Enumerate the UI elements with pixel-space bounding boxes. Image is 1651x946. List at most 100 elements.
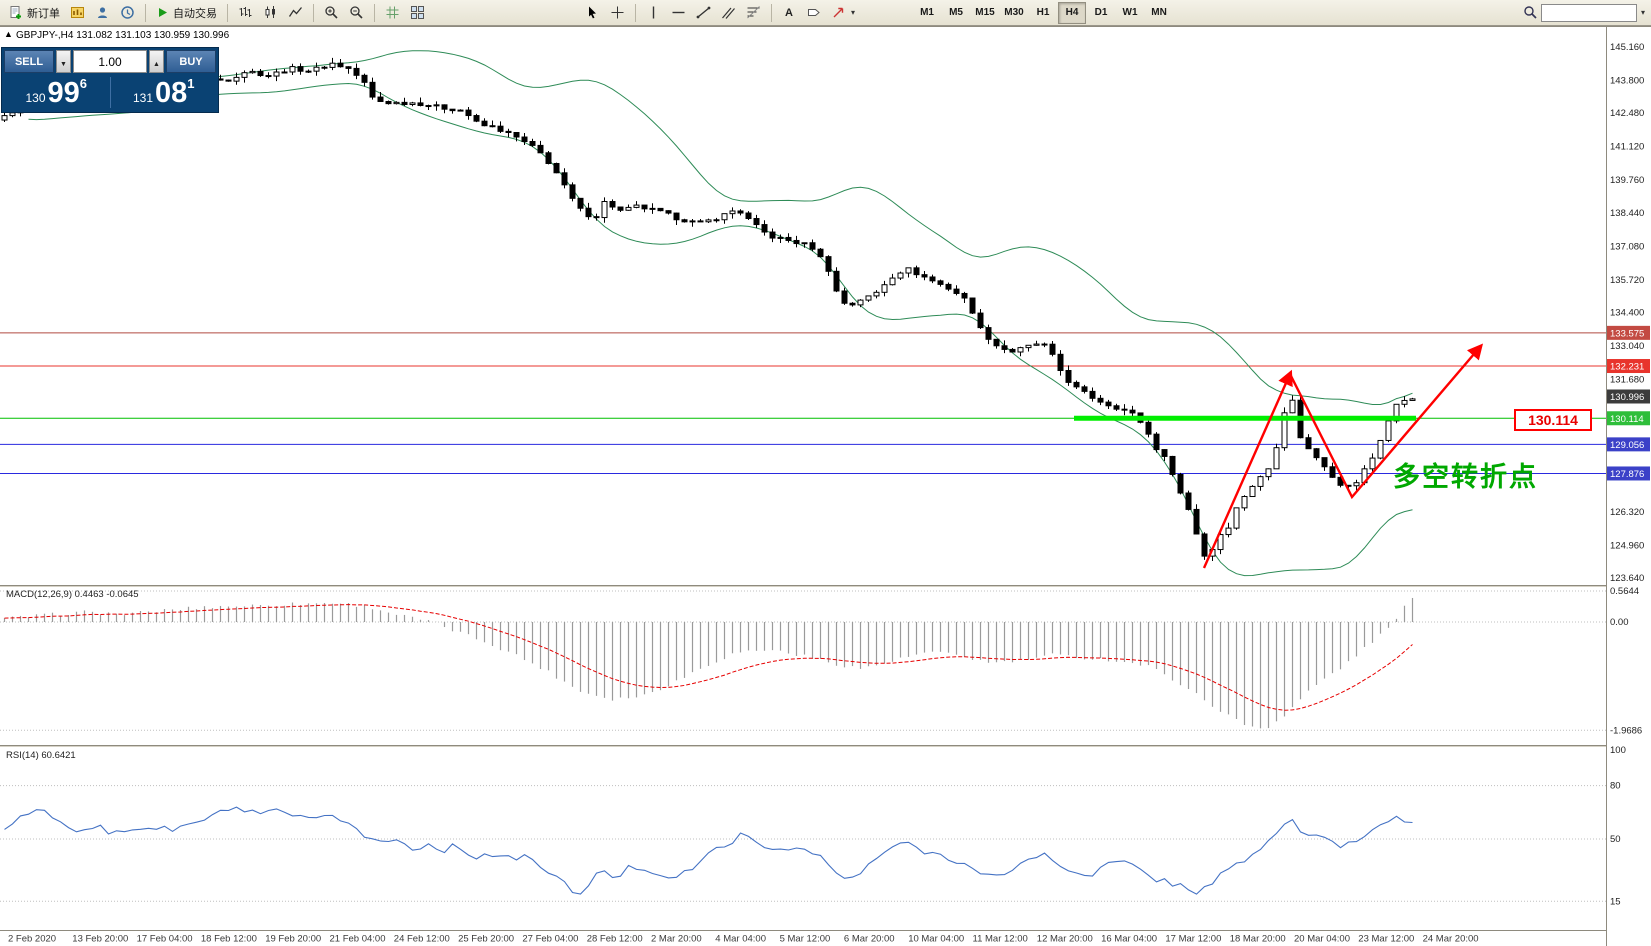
channel-tool-button[interactable] (717, 2, 740, 24)
svg-text:123.640: 123.640 (1610, 573, 1644, 584)
vertical-line-tool-button[interactable] (642, 2, 665, 24)
zoom-out-button[interactable] (345, 2, 368, 24)
turning-point-annotation[interactable]: 多空转折点 (1393, 462, 1538, 492)
terminal-button[interactable] (116, 2, 139, 24)
auto-trading-button[interactable]: 自动交易 (152, 2, 221, 24)
svg-text:142.480: 142.480 (1610, 108, 1644, 119)
svg-text:4 Mar 04:00: 4 Mar 04:00 (715, 934, 766, 945)
svg-text:15: 15 (1610, 896, 1621, 907)
one-click-controls: SELL ▼ ▲ BUY (4, 50, 216, 73)
bar-chart-mode-button[interactable] (234, 2, 257, 24)
candlestick-mode-button[interactable] (259, 2, 282, 24)
svg-text:20 Mar 04:00: 20 Mar 04:00 (1294, 934, 1350, 945)
line-chart-icon (288, 5, 303, 20)
price-divider (109, 77, 111, 108)
crosshair-icon (610, 5, 625, 20)
tab-timeframe-m1[interactable]: M1 (913, 2, 941, 24)
volume-decrease-button[interactable]: ▼ (56, 50, 71, 73)
svg-text:16 Mar 04:00: 16 Mar 04:00 (1101, 934, 1157, 945)
svg-text:143.800: 143.800 (1610, 76, 1644, 87)
macd-panel (0, 590, 1606, 731)
toolbar-separator (635, 3, 636, 22)
grid-icon (385, 5, 400, 20)
svg-text:126.320: 126.320 (1610, 507, 1644, 518)
svg-text:129.056: 129.056 (1610, 440, 1644, 451)
svg-text:135.720: 135.720 (1610, 275, 1644, 286)
one-click-prices: 130 99 6 131 08 1 (4, 75, 216, 110)
svg-text:133.575: 133.575 (1610, 328, 1644, 339)
buy-button[interactable]: BUY (166, 50, 216, 73)
tile-windows-icon (410, 5, 425, 20)
svg-text:139.760: 139.760 (1610, 175, 1644, 186)
svg-text:5 Mar 12:00: 5 Mar 12:00 (780, 934, 831, 945)
market-watch-button[interactable] (66, 2, 89, 24)
price-scale: 145.160 143.800 142.480 141.120 139.760 138.4… (1606, 26, 1651, 946)
chart-title: GBPJPY-,H4 131.082 131.103 130.959 130.9… (16, 30, 230, 41)
trendline-tool-button[interactable] (692, 2, 715, 24)
svg-text:17 Mar 12:00: 17 Mar 12:00 (1165, 934, 1221, 945)
svg-text:23 Mar 12:00: 23 Mar 12:00 (1358, 934, 1414, 945)
fibonacci-tool-button[interactable] (742, 2, 765, 24)
svg-text:11 Mar 12:00: 11 Mar 12:00 (973, 934, 1028, 945)
arrows-tool-button[interactable]: ▾ (827, 2, 859, 24)
svg-text:27 Feb 04:00: 27 Feb 04:00 (522, 934, 578, 945)
rsi-panel (0, 785, 1606, 902)
crosshair-tool-button[interactable] (606, 2, 629, 24)
price-annotation-box[interactable]: 130.114 (1514, 409, 1592, 431)
navigator-button[interactable] (91, 2, 114, 24)
svg-text:2 Mar 20:00: 2 Mar 20:00 (651, 934, 702, 945)
tab-timeframe-d1[interactable]: D1 (1087, 2, 1115, 24)
line-chart-mode-button[interactable] (284, 2, 307, 24)
svg-text:24 Feb 12:00: 24 Feb 12:00 (394, 934, 450, 945)
toolbar-separator (374, 3, 375, 22)
tab-timeframe-h4[interactable]: H4 (1058, 1, 1087, 24)
tab-timeframe-m5[interactable]: M5 (942, 2, 970, 24)
tab-timeframe-m15[interactable]: M15 (971, 2, 999, 24)
svg-text:50: 50 (1610, 834, 1621, 845)
svg-text:2 Feb 2020: 2 Feb 2020 (8, 934, 56, 945)
tab-timeframe-m30[interactable]: M30 (1000, 2, 1028, 24)
tab-timeframe-mn[interactable]: MN (1145, 2, 1173, 24)
trendline-icon (696, 5, 711, 20)
sell-price-prefix: 130 (25, 90, 46, 105)
arrow-tool-icon (831, 5, 846, 20)
volume-input[interactable] (73, 50, 147, 73)
rsi-indicator-label: RSI(14) 60.6421 (6, 750, 76, 761)
buy-price-pip: 1 (187, 76, 195, 91)
main-toolbar: 新订单 自动交易 (0, 0, 1651, 26)
text-label-tool-button[interactable] (802, 2, 825, 24)
grid-button[interactable] (381, 2, 404, 24)
svg-text:19 Feb 20:00: 19 Feb 20:00 (265, 934, 321, 945)
toolbar-separator (771, 3, 772, 22)
svg-text:21 Feb 04:00: 21 Feb 04:00 (330, 934, 386, 945)
svg-text:-1.9686: -1.9686 (1610, 725, 1642, 736)
horizontal-line-tool-button[interactable] (667, 2, 690, 24)
text-tool-button[interactable]: A (778, 2, 800, 24)
text-tool-icon: A (785, 6, 793, 19)
cursor-tool-button[interactable] (581, 2, 604, 24)
toolbar-separator (313, 3, 314, 22)
auto-trading-label: 自动交易 (173, 7, 217, 20)
sell-button[interactable]: SELL (4, 50, 54, 73)
tile-windows-button[interactable] (406, 2, 429, 24)
buy-price[interactable]: 131 08 1 (112, 75, 217, 110)
svg-text:130.996: 130.996 (1610, 392, 1644, 403)
svg-text:12 Mar 20:00: 12 Mar 20:00 (1037, 934, 1093, 945)
tab-timeframe-h1[interactable]: H1 (1029, 2, 1057, 24)
search-dropdown-icon[interactable]: ▾ (1640, 8, 1645, 17)
toolbar-separator (145, 3, 146, 22)
tab-timeframe-w1[interactable]: W1 (1116, 2, 1144, 24)
svg-text:137.080: 137.080 (1610, 241, 1644, 252)
svg-text:145.160: 145.160 (1610, 42, 1644, 53)
zoom-in-button[interactable] (320, 2, 343, 24)
one-click-collapse-icon[interactable]: ▲ (4, 29, 13, 39)
volume-increase-button[interactable]: ▲ (149, 50, 164, 73)
svg-text:10 Mar 04:00: 10 Mar 04:00 (908, 934, 964, 945)
search-input[interactable] (1540, 3, 1637, 22)
sell-price[interactable]: 130 99 6 (4, 75, 109, 110)
new-order-button[interactable]: 新订单 (4, 2, 64, 24)
vertical-line-icon (646, 5, 661, 20)
zigzag-annotation (1202, 343, 1484, 569)
svg-text:0.00: 0.00 (1610, 617, 1629, 628)
